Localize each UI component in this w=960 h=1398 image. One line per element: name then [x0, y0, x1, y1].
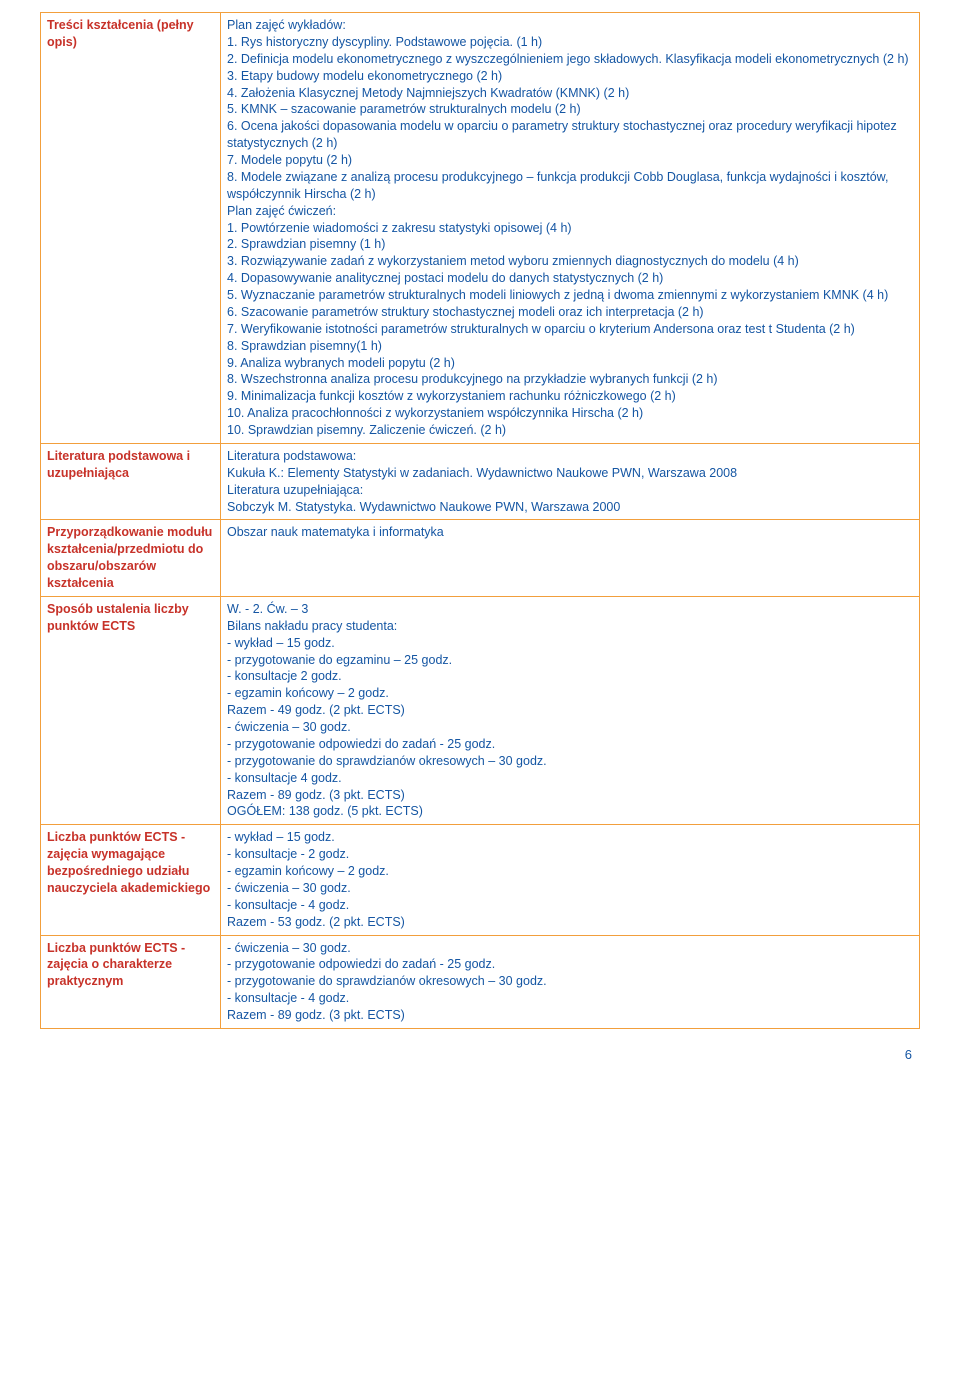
row-label: Liczba punktów ECTS - zajęcia wymagające… — [41, 825, 221, 935]
row-label: Literatura podstawowa i uzupełniająca — [41, 443, 221, 520]
table-row: Treści kształcenia (pełny opis) Plan zaj… — [41, 13, 920, 444]
row-content: W. - 2. Ćw. – 3 Bilans nakładu pracy stu… — [221, 596, 920, 824]
row-label: Sposób ustalenia liczby punktów ECTS — [41, 596, 221, 824]
row-content: - wykład – 15 godz. - konsultacje - 2 go… — [221, 825, 920, 935]
row-content: Obszar nauk matematyka i informatyka — [221, 520, 920, 597]
table-row: Sposób ustalenia liczby punktów ECTS W. … — [41, 596, 920, 824]
row-label: Treści kształcenia (pełny opis) — [41, 13, 221, 444]
table-row: Liczba punktów ECTS - zajęcia o charakte… — [41, 935, 920, 1028]
table-row: Liczba punktów ECTS - zajęcia wymagające… — [41, 825, 920, 935]
row-content: Literatura podstawowa: Kukuła K.: Elemen… — [221, 443, 920, 520]
page-number: 6 — [40, 1047, 920, 1062]
page-container: Treści kształcenia (pełny opis) Plan zaj… — [0, 0, 960, 1092]
row-content: - ćwiczenia – 30 godz. - przygotowanie o… — [221, 935, 920, 1028]
row-label: Przyporządkowanie modułu kształcenia/prz… — [41, 520, 221, 597]
table-row: Przyporządkowanie modułu kształcenia/prz… — [41, 520, 920, 597]
table-body: Treści kształcenia (pełny opis) Plan zaj… — [41, 13, 920, 1029]
row-label: Liczba punktów ECTS - zajęcia o charakte… — [41, 935, 221, 1028]
row-content: Plan zajęć wykładów: 1. Rys historyczny … — [221, 13, 920, 444]
table-row: Literatura podstawowa i uzupełniająca Li… — [41, 443, 920, 520]
course-table: Treści kształcenia (pełny opis) Plan zaj… — [40, 12, 920, 1029]
